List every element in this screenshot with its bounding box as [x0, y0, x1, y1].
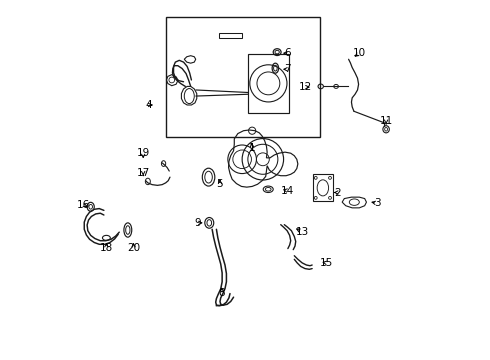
Bar: [248, 54, 289, 113]
Text: 18: 18: [100, 243, 113, 253]
Text: 11: 11: [379, 116, 392, 126]
Text: 5: 5: [217, 179, 223, 189]
Bar: [313, 175, 333, 201]
Text: 15: 15: [320, 258, 333, 268]
Text: 6: 6: [285, 48, 291, 58]
Text: 17: 17: [137, 168, 150, 178]
Text: 10: 10: [353, 48, 366, 58]
Text: 19: 19: [137, 148, 150, 158]
Text: 4: 4: [145, 100, 152, 110]
Text: 7: 7: [285, 64, 291, 74]
Text: 16: 16: [77, 200, 90, 210]
Text: 13: 13: [295, 227, 309, 237]
Bar: [166, 18, 320, 137]
Text: 9: 9: [195, 218, 201, 228]
Text: 12: 12: [298, 82, 312, 92]
Text: 14: 14: [281, 186, 294, 196]
Text: 3: 3: [374, 198, 380, 208]
Text: 8: 8: [219, 288, 225, 297]
Text: 2: 2: [335, 188, 341, 198]
Text: 20: 20: [127, 243, 140, 253]
Text: 1: 1: [249, 143, 255, 153]
Bar: [220, 33, 243, 38]
